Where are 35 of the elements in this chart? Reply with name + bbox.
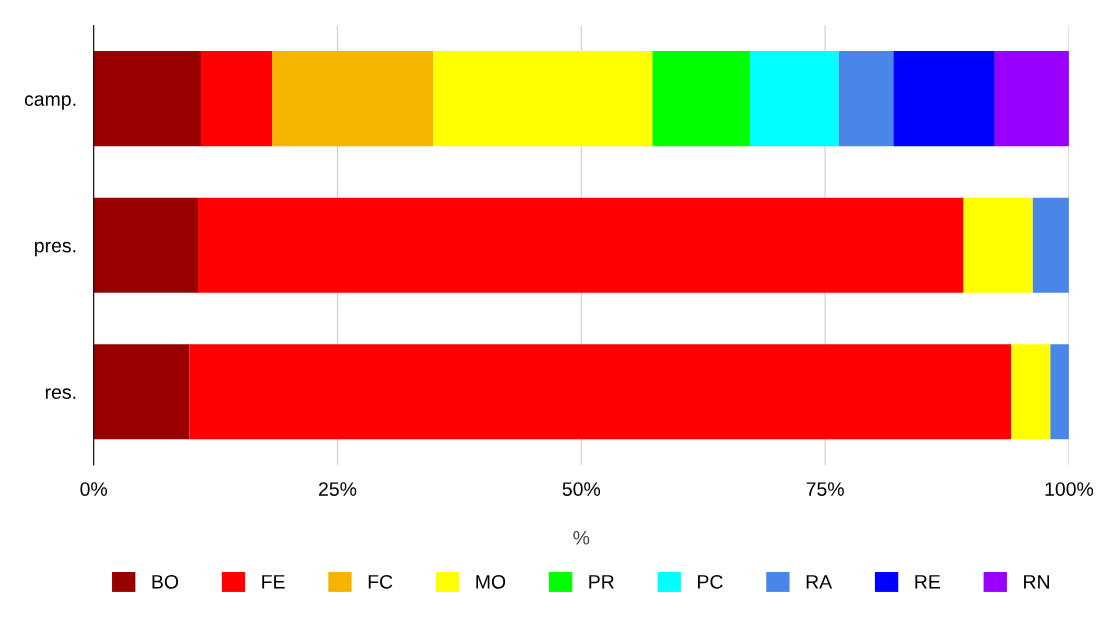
bar bbox=[93, 197, 199, 293]
bar bbox=[652, 51, 751, 147]
legend-label: BO bbox=[152, 574, 179, 589]
x-axis-title: % bbox=[573, 530, 590, 545]
legend-label: MO bbox=[476, 574, 506, 589]
x-tick-label: 0% bbox=[80, 482, 108, 496]
bar bbox=[893, 51, 995, 147]
legend-label: RE bbox=[915, 575, 940, 589]
bar bbox=[1011, 344, 1051, 440]
x-tick-label: 75% bbox=[806, 482, 844, 496]
bar bbox=[198, 197, 964, 293]
bar bbox=[994, 51, 1069, 147]
bar bbox=[433, 51, 653, 147]
bar bbox=[1032, 197, 1069, 293]
bar bbox=[189, 344, 1012, 440]
bar bbox=[200, 51, 273, 147]
y-tick-label: pres. bbox=[35, 241, 76, 257]
legend-label: RN bbox=[1024, 575, 1049, 589]
bar bbox=[750, 51, 839, 147]
legend-label: PR bbox=[589, 575, 614, 589]
y-tick-label: camp. bbox=[24, 95, 76, 110]
bar bbox=[963, 197, 1033, 293]
y-tick-label: res. bbox=[45, 388, 76, 399]
x-tick-label: 100% bbox=[1045, 482, 1094, 496]
bar bbox=[93, 51, 201, 147]
bar bbox=[1050, 344, 1069, 440]
legend-label: PC bbox=[698, 574, 723, 589]
x-tick-label: 25% bbox=[319, 482, 357, 496]
bar bbox=[93, 344, 190, 440]
legend-label: FE bbox=[262, 575, 285, 589]
bar bbox=[838, 51, 894, 147]
x-tick-label: 50% bbox=[562, 482, 601, 496]
bar bbox=[272, 51, 434, 147]
legend-label: FC bbox=[368, 574, 393, 589]
legend-label: RA bbox=[806, 575, 833, 589]
